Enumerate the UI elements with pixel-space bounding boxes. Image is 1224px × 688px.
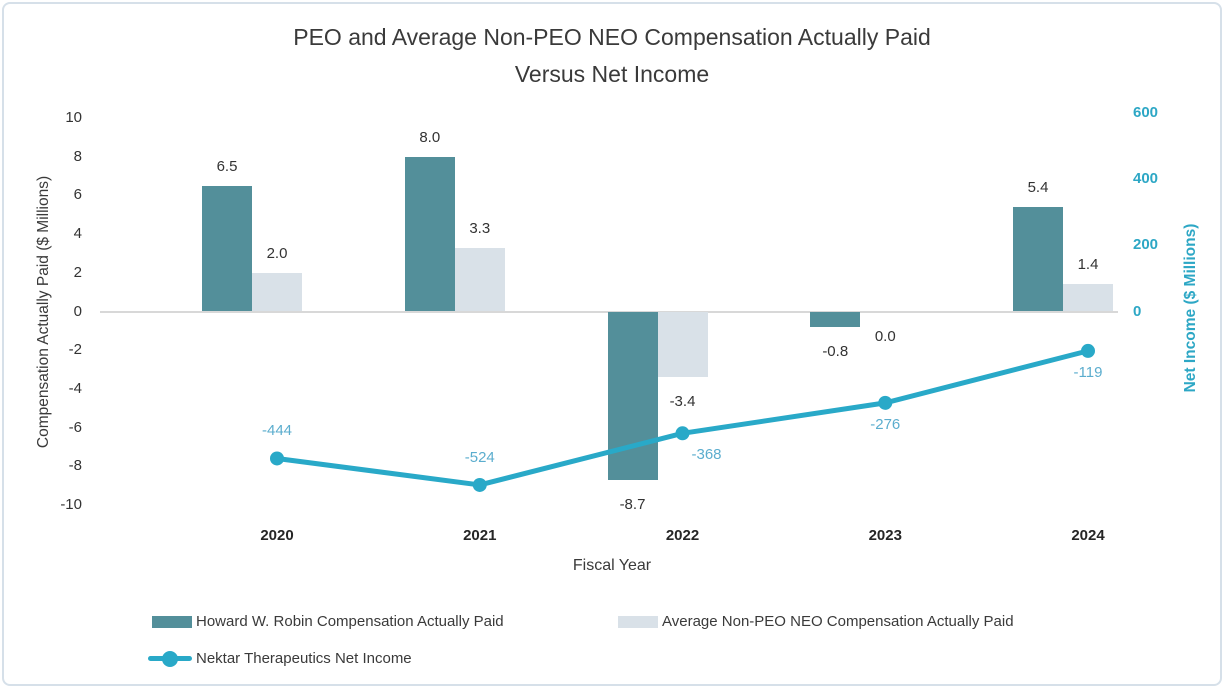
x-axis-title: Fiscal Year bbox=[572, 557, 652, 574]
left-axis-tick: -2 bbox=[68, 341, 82, 359]
right-axis-title: Net Income ($ Millions) bbox=[1182, 223, 1199, 393]
bar-value-label: 3.3 bbox=[469, 219, 491, 237]
bar-value-label: -8.7 bbox=[619, 495, 646, 513]
line-value-label: -276 bbox=[870, 415, 901, 433]
bar-neo bbox=[454, 247, 505, 312]
bar-value-label: 6.5 bbox=[216, 157, 238, 175]
left-axis-tick: 8 bbox=[73, 147, 82, 165]
left-axis-tick: 2 bbox=[73, 263, 82, 281]
bar-peo bbox=[810, 311, 861, 327]
bar-value-label: -3.4 bbox=[669, 393, 696, 411]
bar-neo bbox=[252, 272, 302, 312]
line-value-label: -444 bbox=[261, 422, 293, 440]
bar-peo bbox=[202, 185, 252, 312]
left-axis-tick: 10 bbox=[65, 109, 82, 126]
line-value-label: -119 bbox=[1073, 363, 1103, 381]
bar-value-label: -0.8 bbox=[822, 342, 849, 360]
bar-neo bbox=[1063, 284, 1113, 312]
x-axis-tick: 2024 bbox=[1071, 527, 1105, 544]
legend-label-peo-bar: Howard W. Robin Compensation Actually Pa… bbox=[196, 613, 504, 630]
bar-value-label: 5.4 bbox=[1027, 179, 1049, 196]
bar-value-label: 1.4 bbox=[1077, 256, 1099, 274]
legend-swatch-peo-bar bbox=[152, 616, 192, 628]
bar-value-label: 2.0 bbox=[266, 244, 288, 262]
x-axis-tick: 2021 bbox=[463, 527, 497, 544]
right-axis-tick: 0 bbox=[1133, 302, 1142, 320]
line-value-label: -368 bbox=[691, 446, 722, 464]
chart-title-line2: Versus Net Income bbox=[514, 61, 710, 87]
bar-peo bbox=[1013, 207, 1063, 312]
bar-value-label: 8.0 bbox=[419, 128, 441, 146]
legend-line-dot-icon bbox=[162, 651, 178, 667]
bar-value-label: 0.0 bbox=[874, 327, 896, 345]
bar-peo bbox=[607, 311, 658, 480]
left-axis-tick: -6 bbox=[68, 418, 82, 436]
left-axis-tick: -4 bbox=[68, 379, 82, 397]
x-axis-tick: 2023 bbox=[868, 527, 902, 544]
legend-label-net-income: Nektar Therapeutics Net Income bbox=[196, 650, 412, 667]
right-axis-tick: 400 bbox=[1133, 170, 1159, 188]
x-axis-tick: 2020 bbox=[260, 527, 294, 544]
line-value-label: -524 bbox=[464, 448, 495, 466]
legend-swatch-neo-bar bbox=[618, 616, 658, 628]
left-axis-tick: 6 bbox=[73, 186, 82, 204]
bar-peo bbox=[404, 156, 455, 312]
chart-title: PEO and Average Non-PEO NEO Compensation… bbox=[0, 19, 1224, 93]
left-axis-tick: 0 bbox=[73, 302, 82, 320]
legend-label-neo-bar: Average Non-PEO NEO Compensation Actuall… bbox=[662, 613, 1014, 630]
right-axis-tick: 200 bbox=[1133, 236, 1159, 254]
right-axis-tick: 600 bbox=[1133, 103, 1159, 121]
bar-neo bbox=[657, 311, 708, 378]
x-axis-tick: 2022 bbox=[665, 527, 700, 544]
left-axis-tick: -8 bbox=[68, 457, 82, 475]
left-axis-tick: -10 bbox=[60, 496, 82, 513]
left-axis-tick: 4 bbox=[73, 225, 82, 243]
chart-title-line1: PEO and Average Non-PEO NEO Compensation… bbox=[293, 24, 931, 50]
